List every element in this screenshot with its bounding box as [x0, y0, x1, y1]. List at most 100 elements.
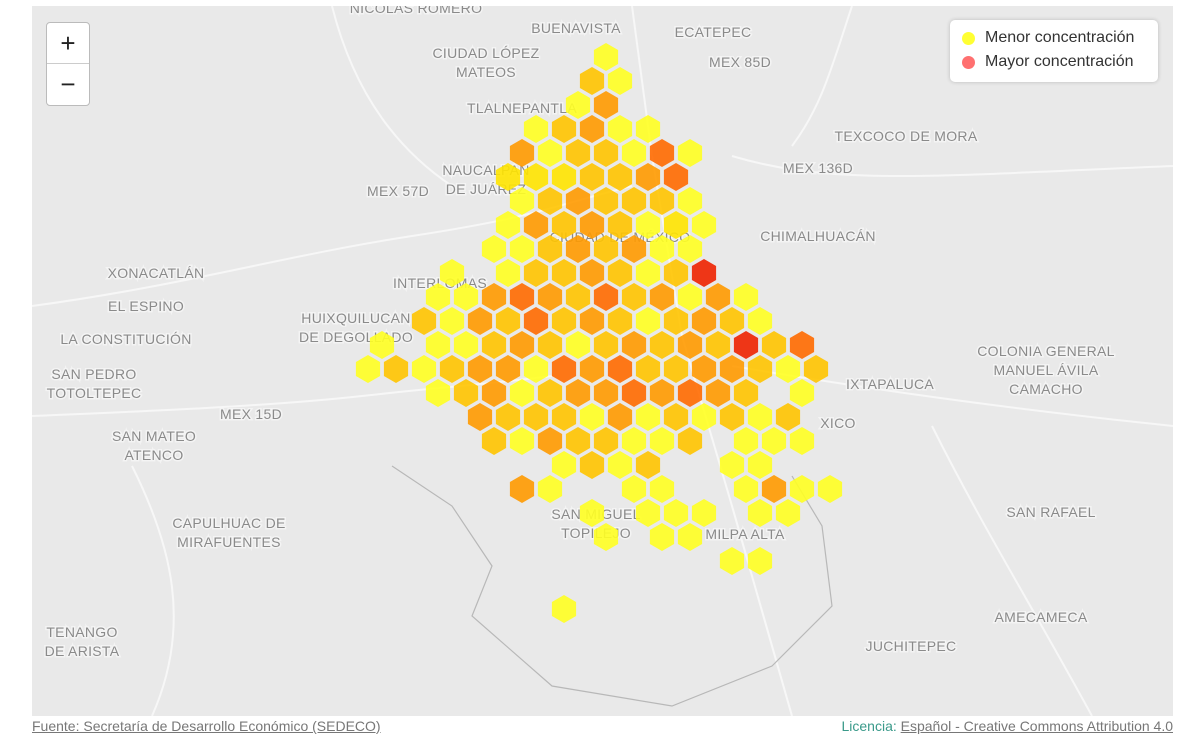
hexbin — [495, 259, 521, 287]
hexbin — [775, 403, 801, 431]
hexbin — [523, 355, 549, 383]
hexbin — [551, 259, 577, 287]
hexbin — [565, 379, 591, 407]
hexbin — [719, 355, 745, 383]
place-label: ECATEPEC — [675, 24, 752, 40]
hexbin — [663, 403, 689, 431]
hexbin — [677, 427, 703, 455]
hexbin — [593, 139, 619, 167]
hexbin — [579, 115, 605, 143]
hexbin — [509, 283, 535, 311]
hexbin — [537, 283, 563, 311]
place-label: NICOLÁS ROMERO — [350, 6, 483, 16]
hexbin — [495, 403, 521, 431]
license-label: Licencia: — [841, 718, 897, 734]
hexbin — [803, 355, 829, 383]
legend-label: Menor concentración — [985, 29, 1135, 46]
hexbin — [509, 187, 535, 215]
hexbin — [607, 211, 633, 239]
hexbin — [565, 427, 591, 455]
legend: Menor concentración Mayor concentración — [950, 20, 1158, 82]
hexbin — [537, 475, 563, 503]
hexbin — [439, 307, 465, 335]
hexbin — [467, 307, 493, 335]
place-label: SAN MATEO — [112, 428, 196, 444]
hexbin — [649, 379, 675, 407]
zoom-in-button[interactable]: + — [60, 28, 76, 58]
hexbin — [579, 211, 605, 239]
hexbin — [635, 451, 661, 479]
place-label: TLALNEPANTLA — [467, 100, 577, 116]
hexbin — [439, 355, 465, 383]
hexbin — [551, 355, 577, 383]
hexbin — [411, 307, 437, 335]
hexbin — [621, 331, 647, 359]
hexbin — [719, 403, 745, 431]
hexbin — [691, 307, 717, 335]
hexbin — [775, 355, 801, 383]
hexbin — [425, 283, 451, 311]
hexbin — [439, 259, 465, 287]
hexbin — [579, 355, 605, 383]
hexbin — [705, 331, 731, 359]
hexbin — [593, 379, 619, 407]
place-label: BUENAVISTA — [531, 20, 621, 36]
hexbin — [621, 235, 647, 263]
hexbin — [789, 475, 815, 503]
hexbin — [747, 499, 773, 527]
hexbin — [551, 307, 577, 335]
place-label: DE DEGOLLADO — [299, 329, 413, 345]
hexbin — [537, 187, 563, 215]
place-label: MEX 15D — [220, 406, 282, 422]
place-label: EL ESPINO — [108, 298, 184, 314]
hexbin — [537, 379, 563, 407]
place-label: TEXCOCO DE MORA — [835, 128, 978, 144]
place-label: LA CONSTITUCIÓN — [60, 331, 191, 347]
hexbin — [691, 355, 717, 383]
place-label: HUIXQUILUCAN — [301, 310, 410, 326]
legend-swatch — [962, 31, 975, 45]
hexbin — [663, 307, 689, 335]
hexbin — [677, 235, 703, 263]
hexbin — [523, 259, 549, 287]
hexbin — [565, 283, 591, 311]
hexbin — [649, 235, 675, 263]
hexbin — [495, 307, 521, 335]
hexbin — [523, 403, 549, 431]
hexbin — [691, 499, 717, 527]
hexbin — [593, 523, 619, 551]
license: Licencia: Español - Creative Commons Att… — [841, 718, 1173, 734]
hexbin — [635, 355, 661, 383]
hexbin — [635, 115, 661, 143]
map[interactable]: NICOLÁS ROMERO BUENAVISTA ECATEPEC CIUDAD L… — [32, 6, 1173, 716]
hexbin — [607, 115, 633, 143]
hexbin — [593, 331, 619, 359]
hexbin — [635, 403, 661, 431]
source-link[interactable]: Fuente: Secretaría de Desarrollo Económi… — [32, 718, 381, 734]
hexbin — [621, 475, 647, 503]
zoom-out-button[interactable]: − — [47, 63, 89, 104]
hexbin — [551, 403, 577, 431]
license-link[interactable]: Español - Creative Commons Attribution 4… — [900, 718, 1173, 734]
hexbin — [565, 235, 591, 263]
place-label: CAPULHUAC DE — [172, 515, 285, 531]
hexbin — [551, 451, 577, 479]
hexbin — [355, 355, 381, 383]
hexbin — [607, 403, 633, 431]
hexbin — [691, 211, 717, 239]
hexbin — [733, 283, 759, 311]
hexbin — [677, 187, 703, 215]
hexbin — [789, 379, 815, 407]
hexbin — [537, 139, 563, 167]
place-labels: NICOLÁS ROMERO BUENAVISTA ECATEPEC CIUDAD L… — [43, 6, 1116, 661]
hexbin — [495, 355, 521, 383]
hexbin — [761, 427, 787, 455]
hexbin — [621, 379, 647, 407]
place-label: SAN RAFAEL — [1006, 504, 1095, 520]
hexbin — [663, 499, 689, 527]
hexbin — [537, 331, 563, 359]
hexbin — [649, 475, 675, 503]
hexbin — [649, 523, 675, 551]
hexbin — [593, 43, 619, 71]
